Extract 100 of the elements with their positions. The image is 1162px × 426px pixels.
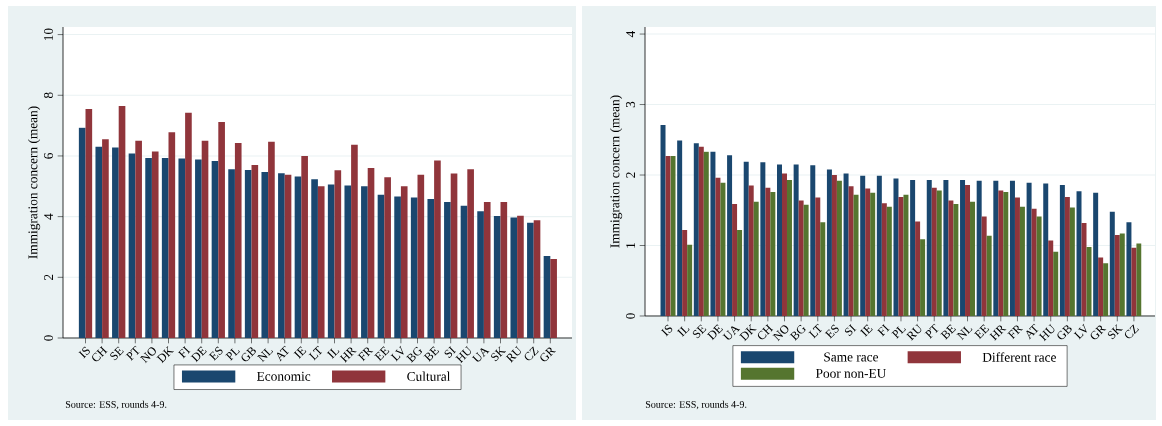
x-tick-label: EE (374, 346, 390, 362)
bar (1093, 192, 1099, 316)
bar (698, 146, 704, 316)
bar (1031, 208, 1037, 316)
bar (876, 175, 882, 316)
bar (493, 216, 501, 338)
y-tick-label: 6 (44, 153, 53, 159)
bar (915, 221, 921, 316)
bar (710, 151, 716, 316)
bar (1081, 222, 1087, 316)
bar (467, 169, 474, 338)
x-tick-label: BG (789, 324, 806, 341)
bar (185, 112, 192, 338)
x-tick-label: EE (974, 324, 990, 340)
x-tick-label: IS (660, 324, 673, 337)
bar (195, 159, 202, 338)
bar (993, 180, 999, 316)
y-tick-label: 2 (44, 274, 53, 281)
x-tick-label: PL (891, 326, 906, 339)
x-tick-label: HU (1038, 323, 1055, 342)
bar (926, 179, 932, 316)
bar (870, 192, 876, 316)
bar (460, 205, 468, 338)
bar (760, 162, 766, 316)
x-tick-label: BG (406, 346, 423, 363)
bar (394, 196, 401, 338)
x-tick-label: AT (1026, 323, 1039, 340)
bar (720, 182, 726, 316)
bar (893, 178, 899, 316)
x-tick-label: ES (824, 324, 839, 339)
bar (311, 179, 318, 338)
bar (301, 155, 308, 338)
x-tick-label: LV (1073, 323, 1087, 340)
x-tick-label: CH (757, 323, 774, 340)
bar (550, 259, 557, 338)
x-tick-label: DK (156, 346, 174, 364)
bar (1048, 240, 1054, 316)
bar (135, 140, 142, 338)
bar (78, 127, 86, 338)
bar (931, 187, 937, 316)
bar (943, 179, 949, 316)
bar (693, 143, 699, 316)
bar (677, 140, 683, 316)
bar (843, 173, 849, 316)
bar (798, 200, 804, 316)
bar (660, 124, 666, 316)
bar (1069, 207, 1075, 316)
bar (1126, 222, 1132, 316)
bar (1098, 257, 1104, 316)
x-tick-label: CZ (1124, 324, 1139, 339)
bar (261, 172, 269, 338)
bar (112, 147, 119, 338)
bar (831, 175, 837, 316)
bar (687, 244, 693, 316)
x-tick-label: IE (859, 324, 873, 337)
bar (450, 173, 458, 338)
bar (410, 197, 418, 338)
bar (527, 222, 534, 338)
x-tick-label: NL (956, 326, 973, 341)
bar (970, 201, 976, 316)
bar (201, 140, 209, 338)
y-tick-label: 0 (43, 335, 53, 341)
bar (483, 202, 491, 338)
x-tick-label: FI (177, 345, 191, 359)
bar (936, 190, 942, 316)
x-tick-label: GR (1090, 325, 1107, 340)
bar (910, 179, 916, 316)
x-tick-label: RU (906, 323, 922, 341)
bar (444, 202, 451, 338)
bar (1053, 251, 1059, 316)
bar (981, 216, 987, 316)
bar (533, 220, 541, 338)
bar (244, 169, 252, 338)
x-tick-label: GB (1057, 325, 1072, 340)
bar (151, 151, 159, 338)
x-tick-label: AT (276, 345, 289, 362)
bar (1114, 234, 1120, 316)
bar (284, 174, 292, 338)
bar (1076, 191, 1082, 316)
bar (400, 186, 408, 338)
x-tick-label: CZ (524, 346, 539, 361)
bar (477, 211, 484, 338)
x-tick-label: IL (676, 326, 690, 337)
bar (920, 239, 926, 316)
bar (770, 191, 776, 316)
bar (715, 177, 721, 316)
bar (145, 158, 152, 338)
bar (732, 203, 738, 316)
x-tick-label: PT (924, 323, 939, 339)
bar (786, 179, 792, 316)
legend-label: Different race (982, 352, 1056, 362)
bar (781, 173, 787, 316)
x-tick-label: LT (808, 323, 823, 339)
bar (743, 161, 749, 316)
bar (334, 170, 342, 338)
x-tick-label: FR (1007, 325, 1023, 340)
x-tick-label: LT (308, 345, 323, 361)
x-tick-label: HR (339, 347, 357, 363)
x-tick-label: SI (444, 345, 457, 358)
bar (510, 217, 518, 338)
